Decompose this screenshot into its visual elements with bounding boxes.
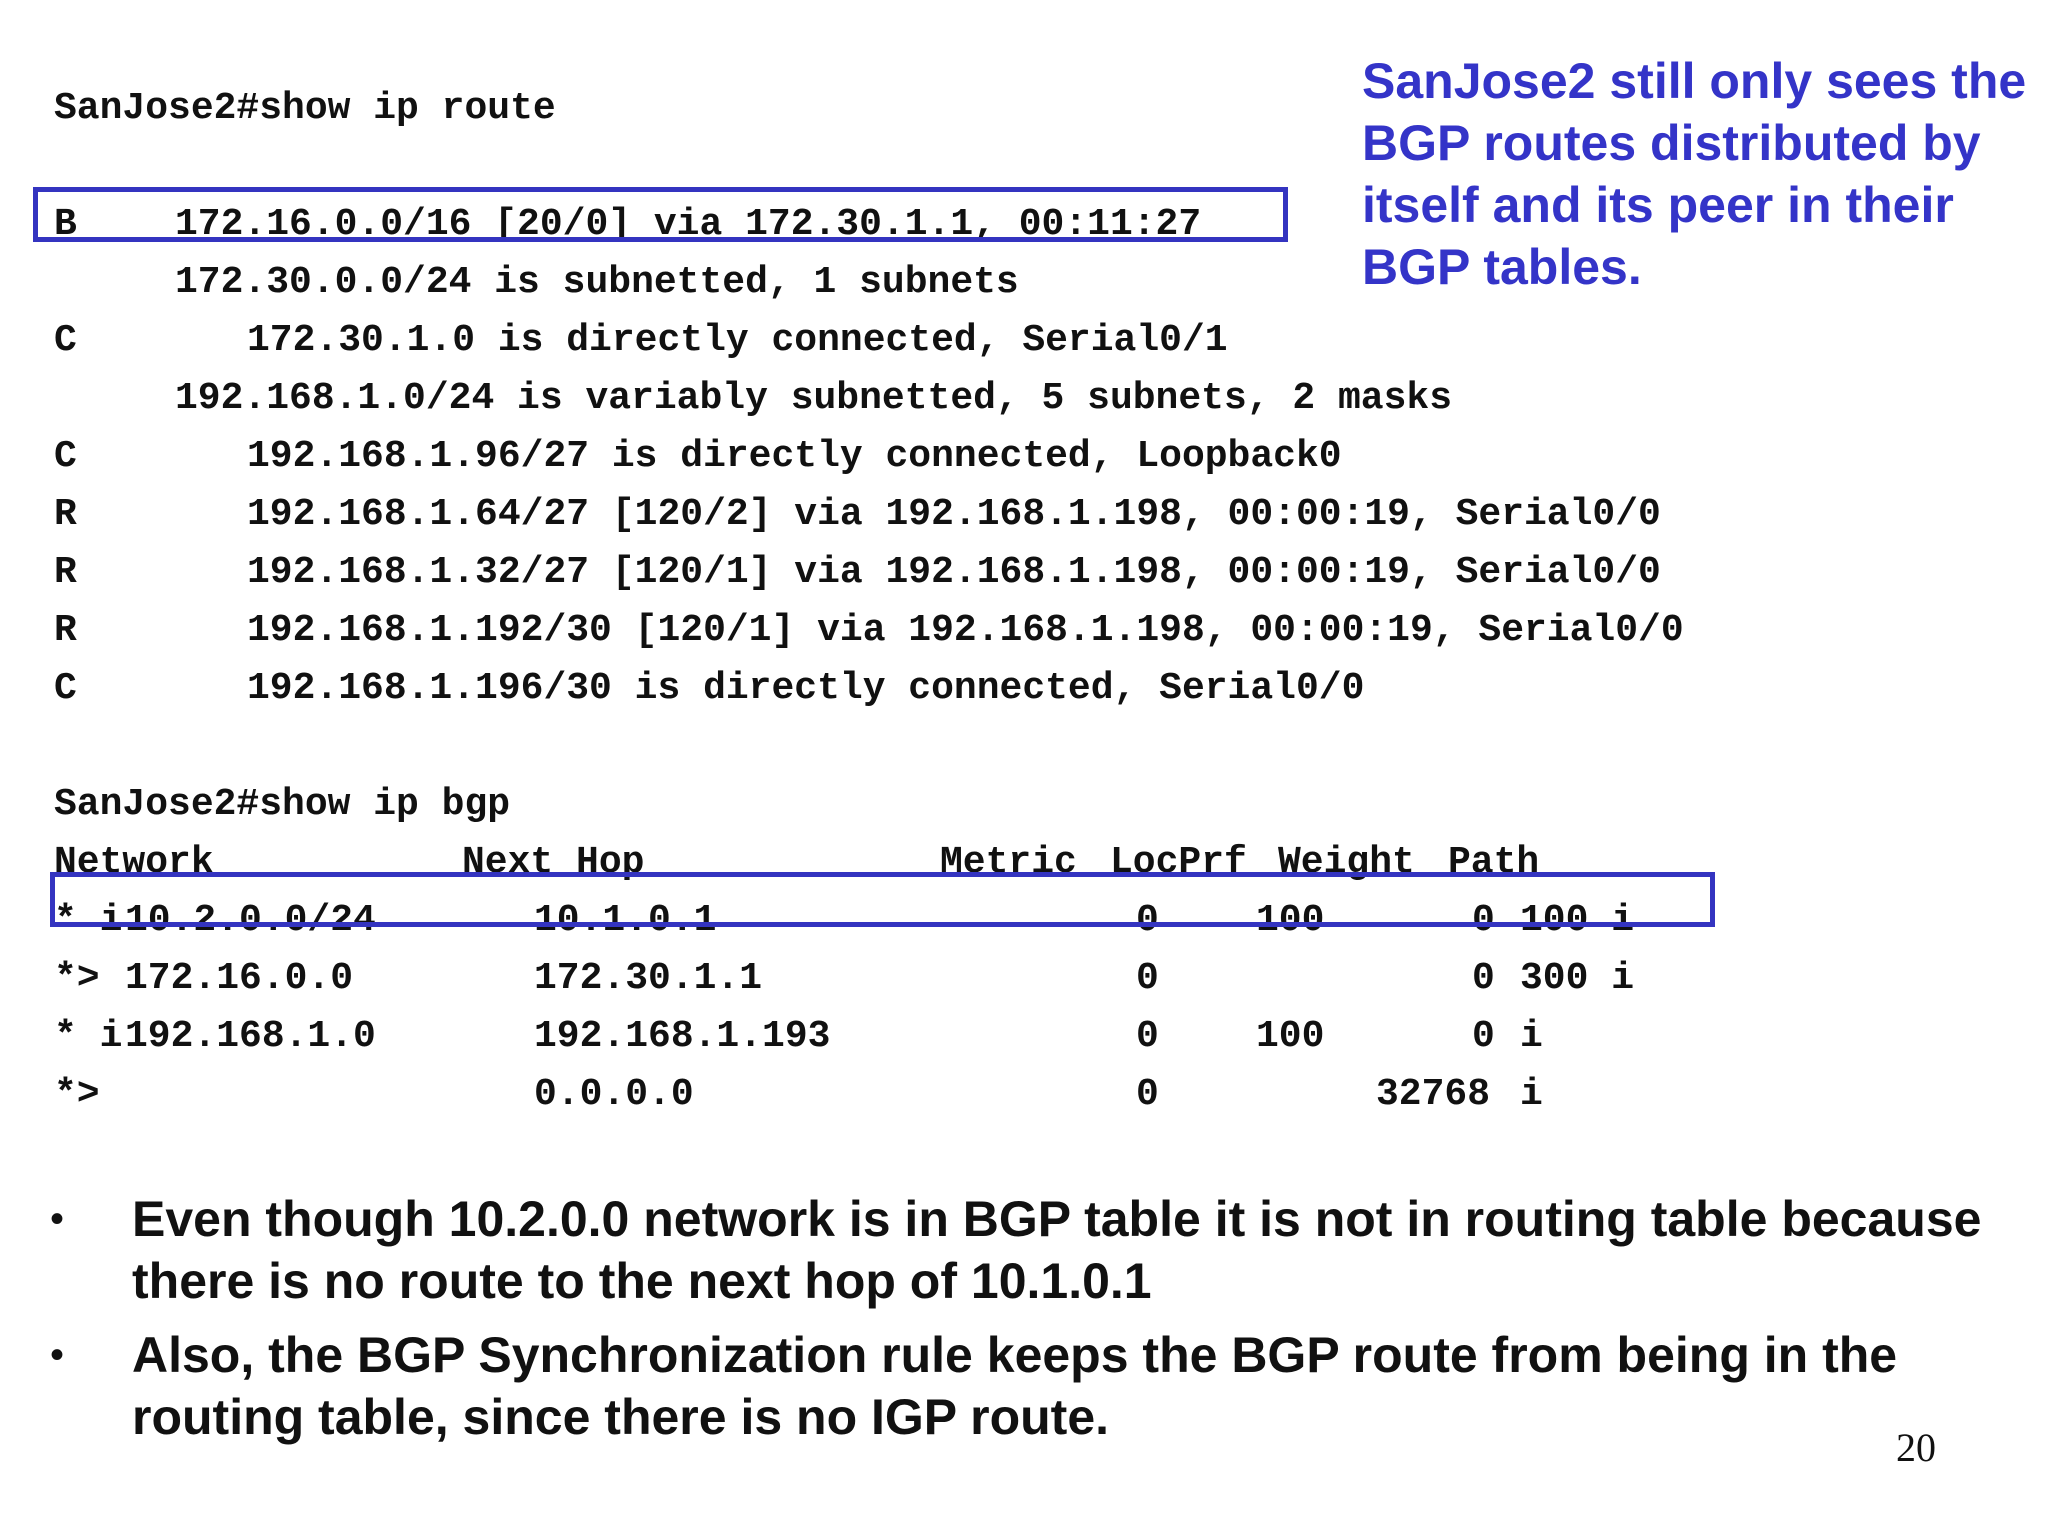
bullet-item: • Even though 10.2.0.0 network is in BGP… — [50, 1188, 2010, 1312]
route-entry: 192.168.1.196/30 is directly connected, … — [247, 667, 1365, 710]
bgp-path: i — [1520, 1015, 1543, 1058]
bgp-status: * i — [54, 1015, 123, 1058]
bgp-path: i — [1520, 1073, 1543, 1116]
bgp-path: 100 i — [1520, 899, 1635, 942]
route-command: SanJose2#show ip route — [54, 87, 556, 130]
bgp-network: 10.2.0.0/24 — [125, 899, 376, 942]
route-code: C — [54, 435, 77, 478]
bgp-metric: 0 — [1136, 1015, 1159, 1058]
bgp-metric: 0 — [1136, 899, 1159, 942]
route-code: C — [54, 319, 77, 362]
bgp-weight: 0 — [1472, 1015, 1495, 1058]
route-code: R — [54, 609, 77, 652]
bullet-text: Also, the BGP Synchronization rule keeps… — [132, 1327, 1898, 1445]
route-code: R — [54, 493, 77, 536]
route-entry: 172.30.0.0/24 is subnetted, 1 subnets — [175, 261, 1019, 304]
bgp-network: 172.16.0.0 — [125, 957, 354, 1000]
route-entry: 192.168.1.0/24 is variably subnetted, 5 … — [175, 377, 1453, 420]
bullet-list: • Even though 10.2.0.0 network is in BGP… — [50, 1188, 2010, 1460]
bgp-next-hop: 0.0.0.0 — [534, 1073, 694, 1116]
bgp-next-hop: 172.30.1.1 — [534, 957, 763, 1000]
route-code: C — [54, 667, 77, 710]
bgp-next-hop: 192.168.1.193 — [534, 1015, 831, 1058]
bgp-weight: 0 — [1472, 957, 1495, 1000]
bgp-metric: 0 — [1136, 957, 1159, 1000]
bgp-weight: 0 — [1472, 899, 1495, 942]
bullet-text: Even though 10.2.0.0 network is in BGP t… — [132, 1191, 1982, 1309]
bgp-metric: 0 — [1136, 1073, 1159, 1116]
bullet-item: • Also, the BGP Synchronization rule kee… — [50, 1324, 2010, 1448]
bgp-status: *> — [54, 957, 123, 1000]
bgp-locprf: 100 — [1256, 899, 1325, 942]
bgp-route-highlight-box — [33, 187, 1288, 242]
route-entry: 192.168.1.64/27 [120/2] via 192.168.1.19… — [247, 493, 1661, 536]
bgp-next-hop: 10.1.0.1 — [534, 899, 717, 942]
route-entry: 192.168.1.32/27 [120/1] via 192.168.1.19… — [247, 551, 1661, 594]
route-code: B — [54, 203, 77, 246]
route-entry: 172.30.1.0 is directly connected, Serial… — [247, 319, 1228, 362]
bgp-status: *> — [54, 1073, 100, 1116]
bgp-row-highlight-box — [50, 872, 1715, 927]
bullet-dot-icon: • — [50, 1333, 65, 1377]
bgp-command: SanJose2#show ip bgp — [54, 783, 511, 826]
route-entry: 192.168.1.192/30 [120/1] via 192.168.1.1… — [247, 609, 1684, 652]
page-number: 20 — [1896, 1425, 1936, 1470]
bgp-status: * i — [54, 899, 123, 942]
callout-text: SanJose2 still only sees the BGP routes … — [1362, 53, 2027, 295]
route-entry: 192.168.1.96/27 is directly connected, L… — [247, 435, 1342, 478]
bgp-weight: 32768 — [1376, 1073, 1491, 1116]
route-code: R — [54, 551, 77, 594]
bgp-path: 300 i — [1520, 957, 1635, 1000]
bullet-dot-icon: • — [50, 1197, 65, 1241]
bgp-network: 192.168.1.0 — [125, 1015, 376, 1058]
bgp-locprf: 100 — [1256, 1015, 1325, 1058]
